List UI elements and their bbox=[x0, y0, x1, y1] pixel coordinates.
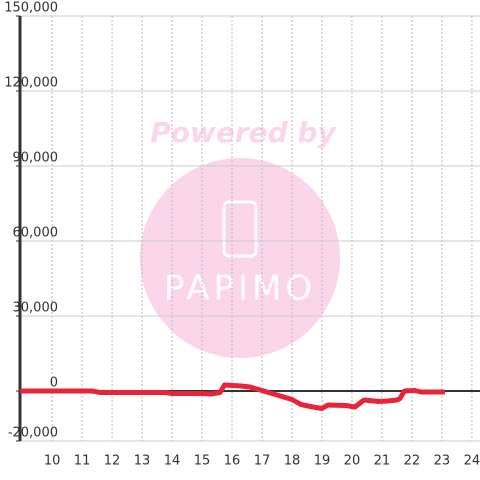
watermark-circle bbox=[140, 158, 340, 358]
y-tick-label: 30,000 bbox=[13, 301, 59, 316]
x-tick-label: 20 bbox=[344, 454, 361, 469]
x-tick-label: 22 bbox=[404, 454, 421, 469]
x-tick-label: 17 bbox=[254, 454, 271, 469]
y-tick-label: -20,000 bbox=[8, 426, 58, 441]
watermark-logo: PAPIMO bbox=[164, 269, 316, 309]
x-tick-label: 14 bbox=[164, 454, 181, 469]
x-tick-label: 23 bbox=[434, 454, 451, 469]
x-tick-label: 19 bbox=[314, 454, 331, 469]
y-tick-label: 90,000 bbox=[13, 151, 59, 166]
x-tick-label: 24 bbox=[464, 454, 480, 469]
x-tick-label: 15 bbox=[194, 454, 211, 469]
data-line bbox=[20, 382, 445, 411]
y-tick-label: 0 bbox=[50, 376, 58, 391]
x-tick-label: 12 bbox=[104, 454, 121, 469]
watermark-title: Powered by bbox=[150, 116, 337, 149]
x-tick-label: 13 bbox=[134, 454, 151, 469]
x-tick-label: 18 bbox=[284, 454, 301, 469]
x-tick-label: 21 bbox=[374, 454, 391, 469]
watermark-icon bbox=[222, 200, 258, 258]
y-tick-label: 120,000 bbox=[4, 76, 58, 91]
x-tick-label: 16 bbox=[224, 454, 241, 469]
x-tick-label: 11 bbox=[74, 454, 91, 469]
y-tick-label: 60,000 bbox=[13, 226, 59, 241]
y-tick-label: 150,000 bbox=[4, 1, 58, 16]
x-tick-label: 10 bbox=[44, 454, 61, 469]
